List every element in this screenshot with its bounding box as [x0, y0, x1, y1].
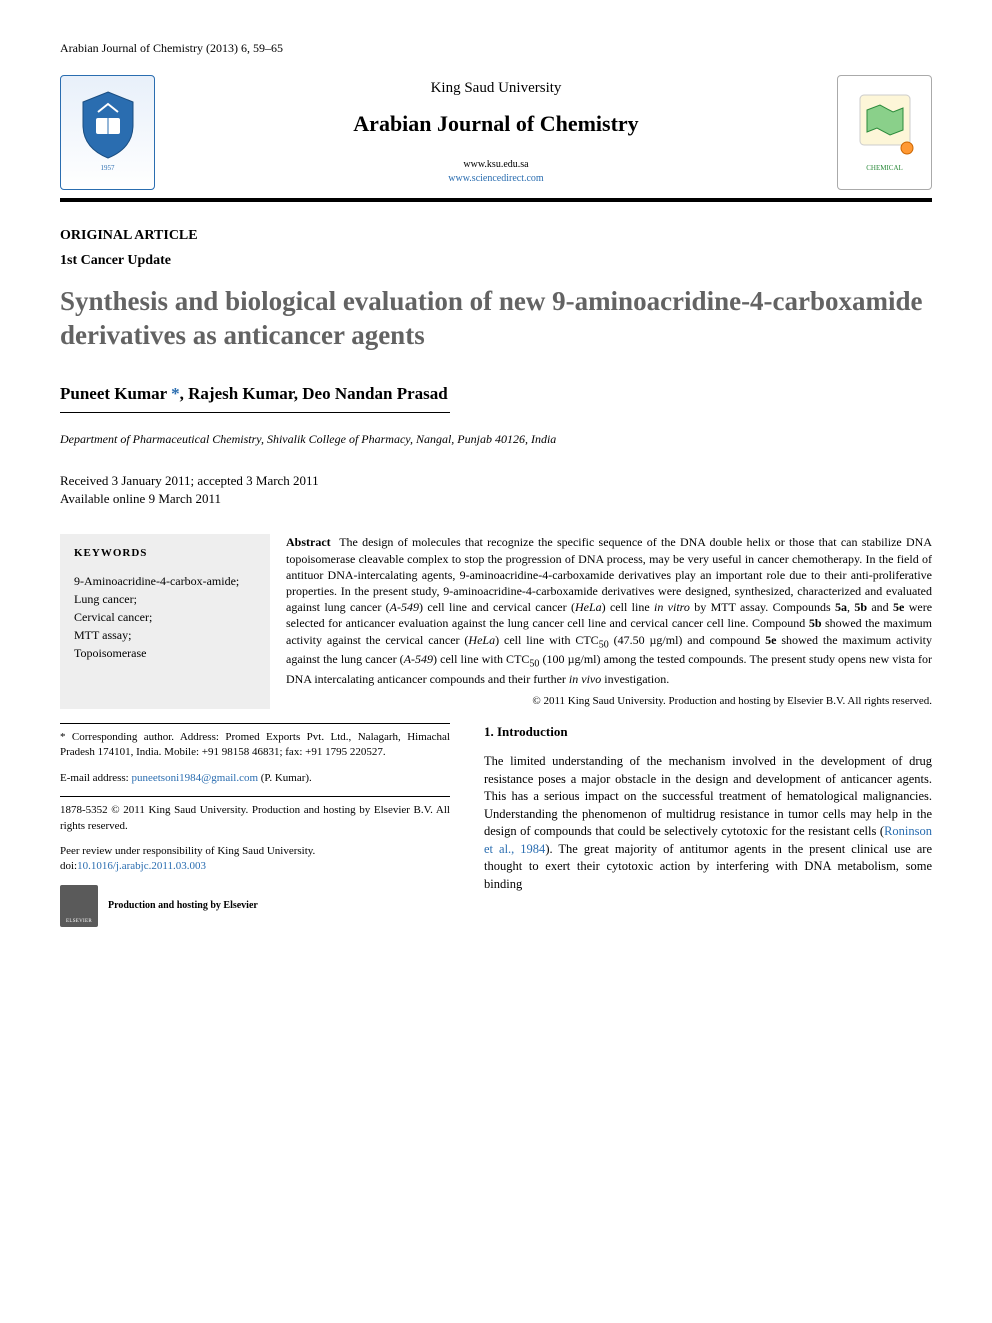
article-title: Synthesis and biological evaluation of n…: [60, 285, 932, 353]
society-logo-caption: CHEMICAL: [866, 164, 903, 174]
introduction-column: 1. Introduction The limited understandin…: [484, 723, 932, 927]
keywords-heading: KEYWORDS: [74, 546, 256, 561]
journal-url-ksu: www.ksu.edu.sa: [155, 158, 837, 172]
affiliation: Department of Pharmaceutical Chemistry, …: [60, 431, 932, 448]
journal-name: Arabian Journal of Chemistry: [155, 109, 837, 140]
map-icon: [855, 90, 915, 160]
dates-received-accepted: Received 3 January 2011; accepted 3 Marc…: [60, 472, 932, 490]
authors: Puneet Kumar *, Rajesh Kumar, Deo Nandan…: [60, 382, 932, 406]
corresponding-author-note: * Corresponding author. Address: Promed …: [60, 730, 450, 761]
email-label: E-mail address:: [60, 772, 131, 784]
footnote-rule-top: [60, 723, 450, 724]
dates-online: Available online 9 March 2011: [60, 490, 932, 508]
society-logo: CHEMICAL: [837, 75, 932, 190]
abstract-text: The design of molecules that recognize t…: [286, 535, 932, 686]
bottom-columns: * Corresponding author. Address: Promed …: [60, 723, 932, 927]
abstract-label: Abstract: [286, 535, 331, 549]
peer-review-text: Peer review under responsibility of King…: [60, 845, 315, 857]
masthead: 1957 King Saud University Arabian Journa…: [60, 75, 932, 190]
article-subtype: 1st Cancer Update: [60, 251, 932, 271]
journal-url-sciencedirect[interactable]: www.sciencedirect.com: [155, 172, 837, 186]
masthead-center: King Saud University Arabian Journal of …: [155, 78, 837, 186]
shield-icon: [78, 90, 138, 160]
doi-link[interactable]: 10.1016/j.arabjc.2011.03.003: [77, 860, 206, 872]
footnotes-column: * Corresponding author. Address: Promed …: [60, 723, 450, 927]
article-type: ORIGINAL ARTICLE: [60, 226, 932, 246]
article-dates: Received 3 January 2011; accepted 3 Marc…: [60, 472, 932, 508]
keywords-box: KEYWORDS 9-Aminoacridine-4-carbox-amide;…: [60, 534, 270, 708]
author-rule: [60, 412, 450, 413]
ksu-logo-year: 1957: [101, 164, 115, 174]
abstract-copyright: © 2011 King Saud University. Production …: [286, 694, 932, 709]
running-head: Arabian Journal of Chemistry (2013) 6, 5…: [60, 40, 932, 57]
intro-heading: 1. Introduction: [484, 723, 932, 741]
doi-prefix: doi:: [60, 860, 77, 872]
keywords-abstract-row: KEYWORDS 9-Aminoacridine-4-carbox-amide;…: [60, 534, 932, 708]
issn-note: 1878-5352 © 2011 King Saud University. P…: [60, 803, 450, 834]
intro-body: The limited understanding of the mechani…: [484, 753, 932, 893]
email-suffix: (P. Kumar).: [258, 772, 312, 784]
elsevier-logo: ELSEVIER: [60, 885, 98, 927]
email-note: E-mail address: puneetsoni1984@gmail.com…: [60, 771, 450, 786]
hosting-text: Production and hosting by Elsevier: [108, 899, 258, 913]
keywords-list: 9-Aminoacridine-4-carbox-amide;Lung canc…: [74, 572, 256, 662]
email-address[interactable]: puneetsoni1984@gmail.com: [131, 772, 258, 784]
masthead-rule: [60, 198, 932, 202]
footnote-rule-mid: [60, 796, 450, 797]
peer-review-note: Peer review under responsibility of King…: [60, 844, 450, 875]
abstract-body: Abstract The design of molecules that re…: [286, 534, 932, 687]
elsevier-logo-text: ELSEVIER: [66, 918, 92, 925]
hosting-row: ELSEVIER Production and hosting by Elsev…: [60, 885, 450, 927]
publisher-name: King Saud University: [155, 78, 837, 99]
abstract-column: Abstract The design of molecules that re…: [270, 534, 932, 708]
ksu-logo: 1957: [60, 75, 155, 190]
